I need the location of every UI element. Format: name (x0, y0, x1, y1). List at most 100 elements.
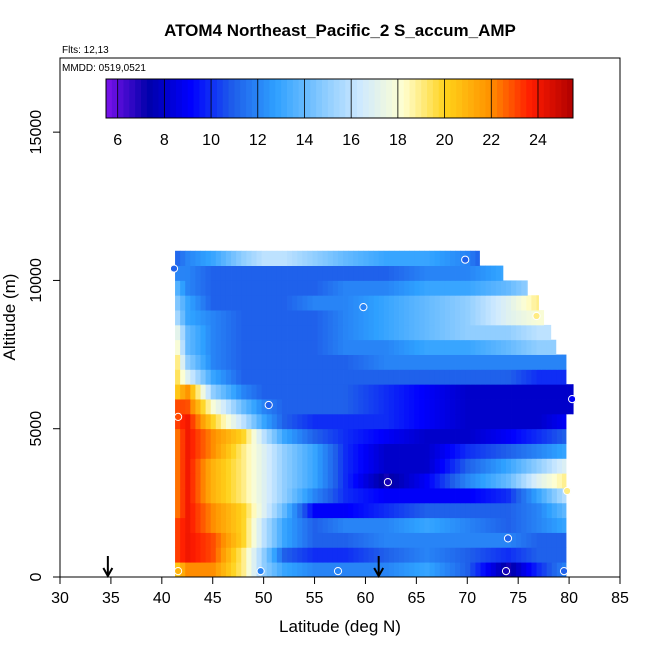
heat-cell (358, 339, 364, 355)
heat-cell (409, 354, 415, 370)
heat-cell (383, 399, 390, 415)
heat-cell (561, 413, 567, 430)
heat-cell (470, 443, 476, 459)
heat-cell (327, 458, 334, 474)
heat-cell (292, 428, 298, 444)
heat-cell (190, 502, 196, 519)
heat-cell (541, 473, 548, 489)
heat-cell (465, 547, 471, 563)
heat-cell (409, 517, 415, 533)
heat-cell (368, 354, 374, 370)
heat-cell (475, 369, 481, 385)
heat-cell (495, 310, 502, 326)
heat-cell (460, 280, 466, 296)
heat-cell (378, 458, 385, 474)
heat-cell (180, 547, 186, 563)
heat-cell (424, 562, 430, 578)
heat-cell (281, 354, 288, 370)
heat-cell (348, 502, 354, 519)
heat-cell (358, 517, 364, 533)
heat-cell (465, 295, 471, 311)
heat-cell (449, 532, 456, 548)
sample-cell (257, 568, 264, 575)
heat-cell (353, 280, 359, 296)
heat-cell (434, 399, 441, 415)
heat-cell (485, 310, 492, 326)
heat-cell (526, 295, 532, 311)
heat-cell (434, 517, 441, 533)
x-tick-label: 45 (204, 590, 222, 607)
heat-cell (455, 502, 461, 519)
heat-cell (444, 443, 451, 459)
heat-cell (246, 295, 252, 311)
heat-cell (368, 280, 374, 296)
heat-cell (251, 443, 257, 459)
heat-cell (551, 547, 558, 563)
heat-cell (485, 532, 492, 548)
heat-cell (439, 369, 446, 385)
heat-cell (388, 265, 395, 281)
heat-cell (358, 250, 364, 266)
sample-point (174, 567, 183, 576)
heat-cell (460, 458, 466, 474)
heat-cell (175, 547, 181, 563)
heat-cell (241, 443, 247, 459)
heat-cell (307, 473, 313, 489)
heat-cell (465, 562, 471, 578)
heat-cell (225, 384, 232, 400)
heat-cell (373, 354, 380, 370)
colorbar-swatch (502, 79, 510, 118)
heat-cell (348, 250, 354, 266)
heat-cell (348, 399, 354, 415)
heat-cell (236, 413, 242, 430)
heat-cell (419, 532, 425, 548)
heat-cell (292, 517, 298, 533)
heat-cell (307, 369, 313, 385)
heat-cell (180, 562, 186, 578)
heat-cell (231, 384, 237, 400)
heat-cell (516, 562, 522, 578)
heat-cell (485, 458, 492, 474)
heat-cell (266, 562, 273, 578)
heat-cell (536, 428, 542, 444)
heat-cell (225, 517, 232, 533)
heat-cell (424, 443, 430, 459)
heat-cell (434, 562, 441, 578)
heat-cell (302, 473, 308, 489)
heat-cell (348, 562, 354, 578)
heat-cell (287, 265, 293, 281)
heat-cell (180, 502, 186, 519)
heat-cell (246, 443, 252, 459)
heat-cell (541, 547, 548, 563)
heat-cell (429, 339, 436, 355)
heat-cell (307, 502, 313, 519)
colorbar-swatch (216, 79, 224, 118)
heat-cell (414, 562, 420, 578)
heat-cell (190, 399, 196, 415)
heat-cell (541, 517, 548, 533)
heat-cell (281, 295, 288, 311)
heat-cell (424, 384, 430, 400)
heat-cell (287, 413, 293, 430)
heat-cell (399, 399, 405, 415)
down-arrow-icon (102, 567, 114, 579)
heat-cell (449, 517, 456, 533)
heat-cell (399, 428, 405, 444)
heat-cell (414, 384, 420, 400)
heat-cell (531, 488, 537, 504)
heat-cell (215, 532, 222, 548)
heat-cell (373, 265, 380, 281)
heat-cell (373, 532, 380, 548)
heat-cell (195, 413, 201, 430)
heat-cell (536, 413, 542, 430)
heat-cell (225, 339, 232, 355)
heat-cell (480, 324, 486, 341)
heat-cell (190, 295, 196, 311)
heat-cell (337, 547, 344, 563)
heat-cell (424, 324, 430, 341)
heat-cell (292, 488, 298, 504)
heat-cell (414, 250, 420, 266)
heat-cell (353, 369, 359, 385)
heat-cell (231, 547, 237, 563)
heat-cell (500, 310, 507, 326)
